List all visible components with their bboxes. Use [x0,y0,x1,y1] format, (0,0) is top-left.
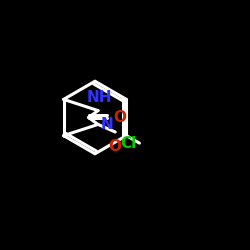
Text: NH: NH [86,90,112,105]
Text: Cl: Cl [121,136,137,150]
Text: O: O [109,140,122,154]
Text: N: N [100,117,113,132]
Text: O: O [114,110,126,125]
